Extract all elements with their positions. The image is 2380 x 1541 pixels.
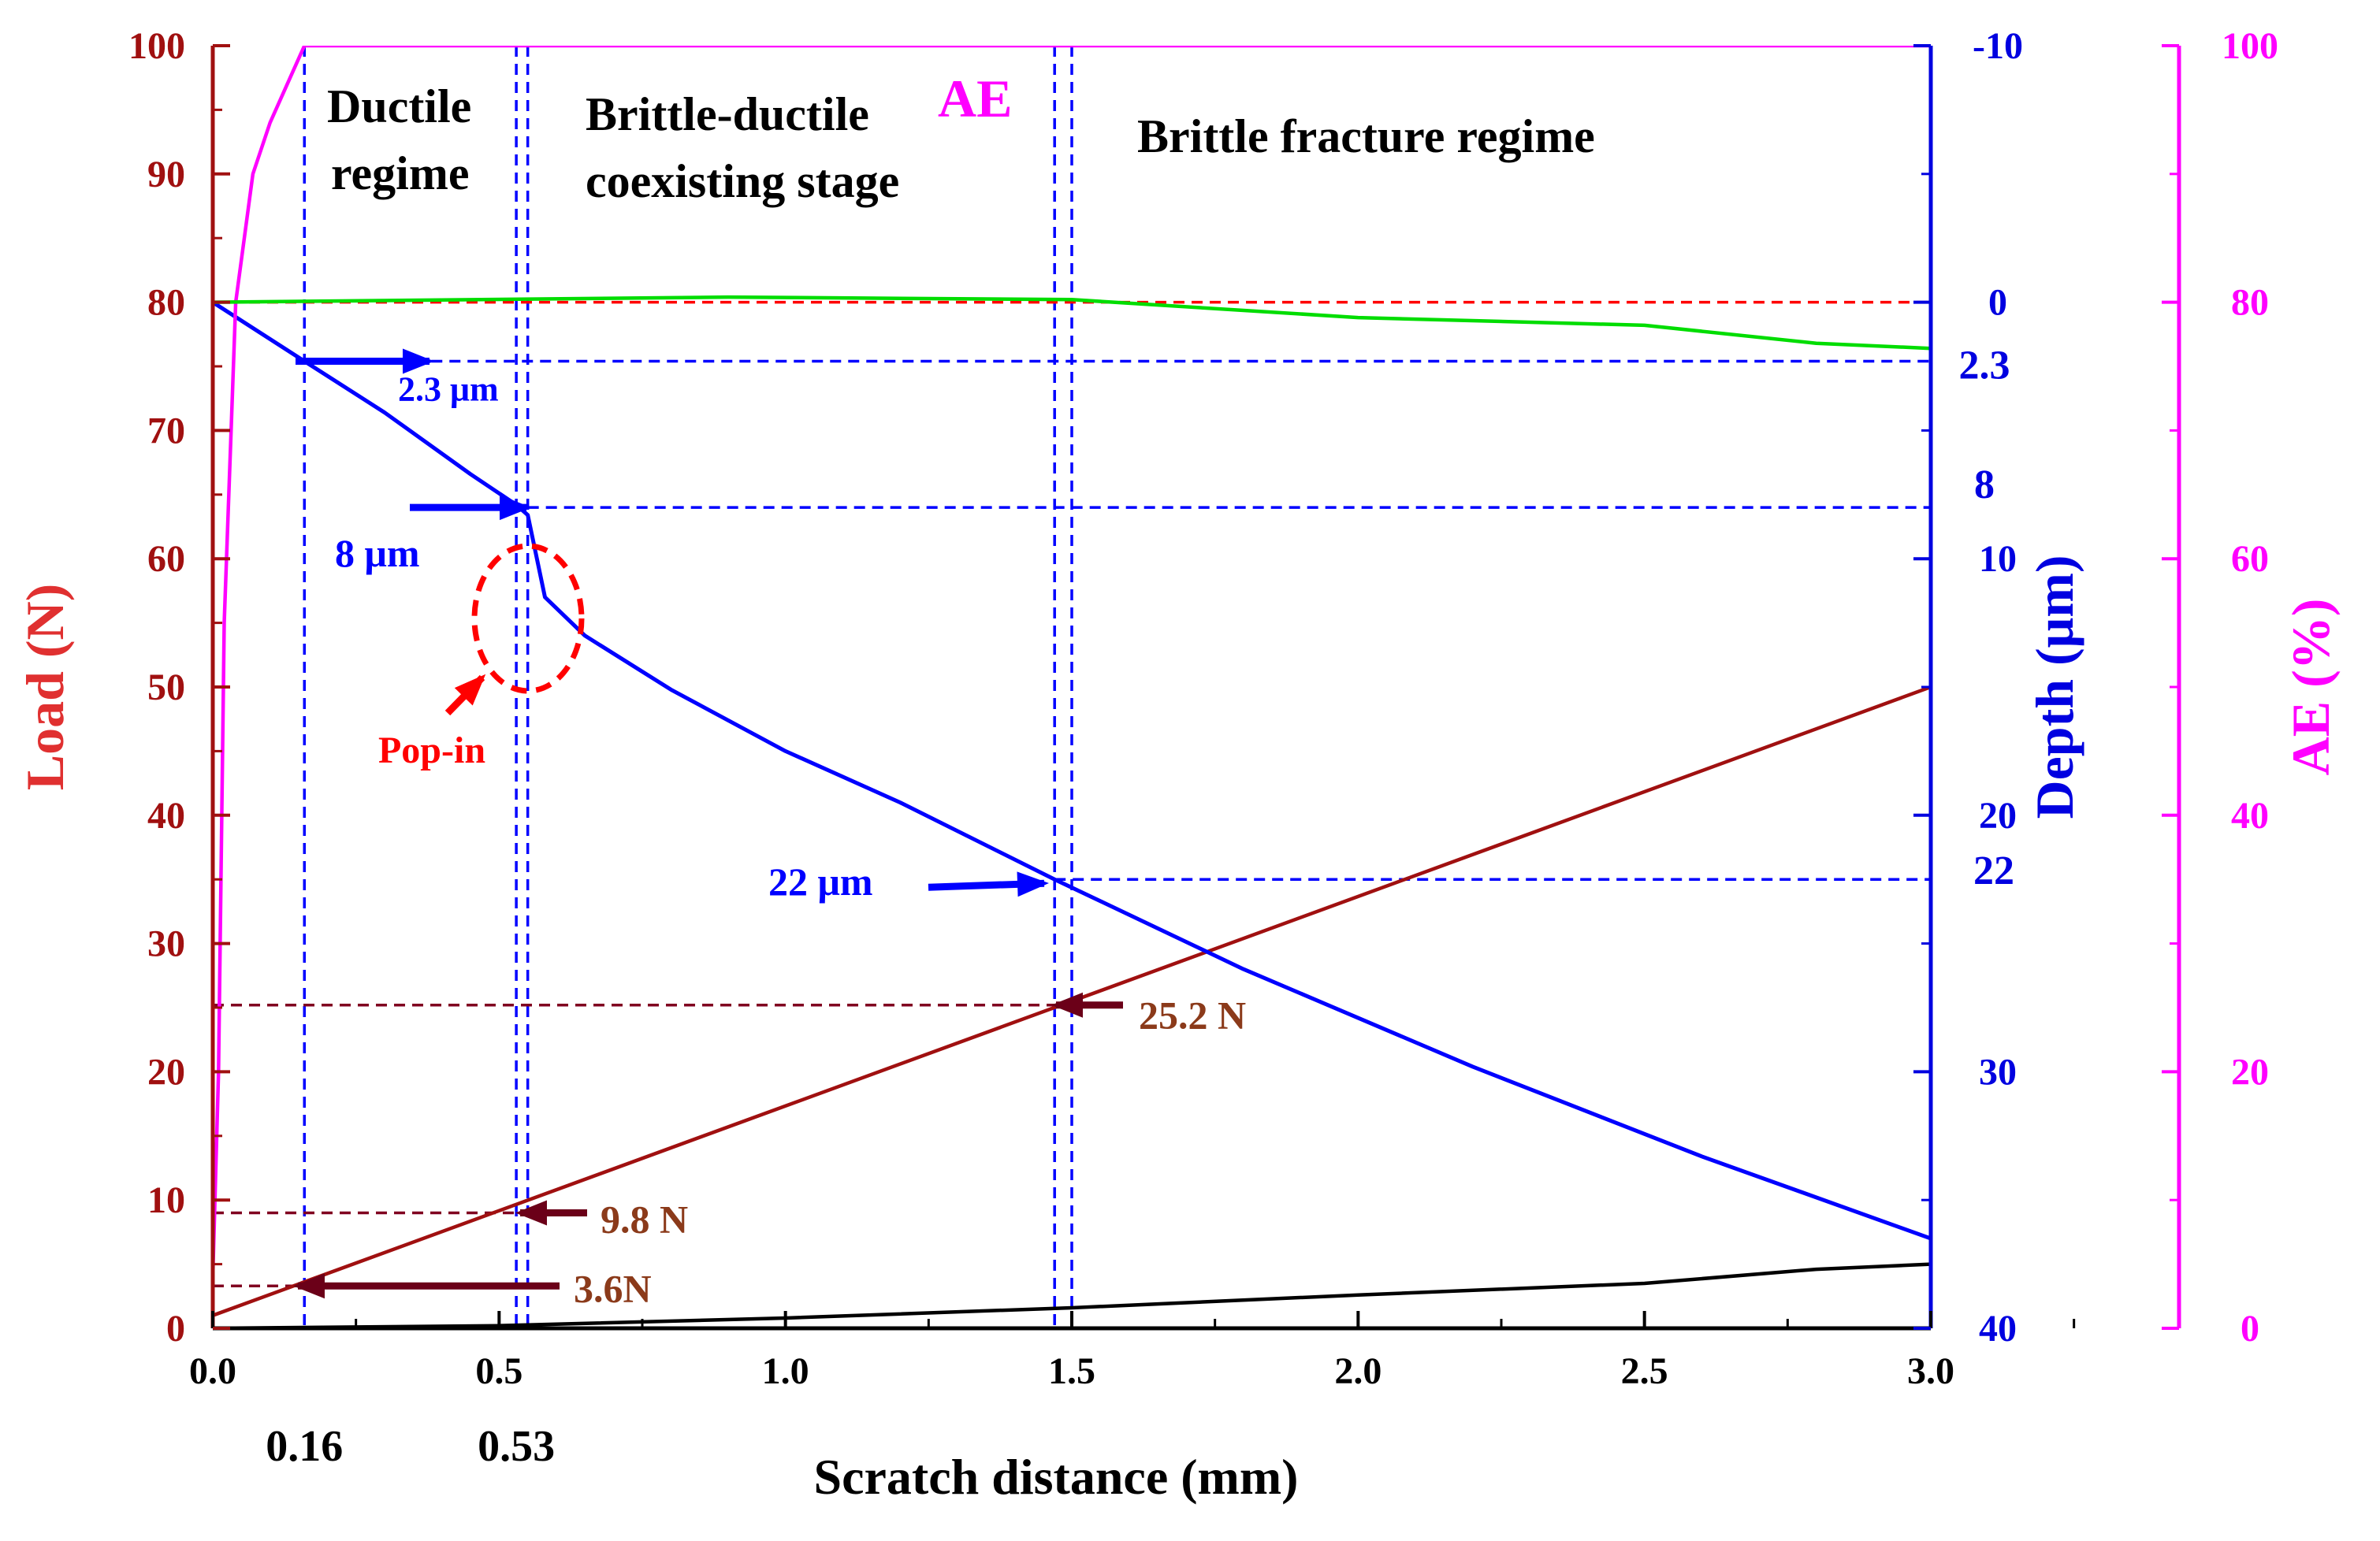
load-tick-label: 10 <box>147 1179 185 1221</box>
ae-tag: AE <box>938 69 1012 128</box>
label-2-3um: 2.3 μm <box>398 369 499 408</box>
label-popin: Pop-in <box>378 730 485 771</box>
region-label-brittle-ductile-2: coexisting stage <box>586 155 899 207</box>
x-tick-label: 2.5 <box>1621 1350 1668 1392</box>
depth-tick-label: -10 <box>1973 25 2023 67</box>
arrow-9-8N-head <box>515 1200 547 1226</box>
ae-tick-label: 20 <box>2231 1051 2269 1093</box>
load-axis-label: Load (N) <box>15 584 75 791</box>
ae-tick-label: 100 <box>2222 25 2278 67</box>
arrow-8um-head <box>500 495 531 521</box>
x-tick-label: 1.0 <box>762 1350 809 1392</box>
region-label-ductile-1: Ductile <box>327 80 471 132</box>
x-tick-label-extra: 0.53 <box>478 1422 555 1471</box>
ae-tick-label: 60 <box>2231 538 2269 580</box>
annotations: Ductile regime Brittle-ductile coexisting s… <box>293 69 1595 1310</box>
label-22um: 22 μm <box>768 860 873 904</box>
label-3-6N: 3.6N <box>574 1266 652 1310</box>
depth-tick-label: 20 <box>1979 795 2017 837</box>
x-axis-label: Scratch distance (mm) <box>814 1449 1299 1505</box>
load-tick-label: 50 <box>147 667 185 708</box>
load-tick-label: 0 <box>166 1308 185 1350</box>
depth-tick-label: 30 <box>1979 1051 2017 1093</box>
x-tick-label: 1.5 <box>1048 1350 1095 1392</box>
region-label-brittle: Brittle fracture regime <box>1137 110 1595 162</box>
depth-tick-label: 40 <box>1979 1308 2017 1350</box>
arrow-2-3um-head <box>403 348 434 374</box>
arrow-22um-head <box>1017 871 1049 897</box>
label-25-2N: 25.2 N <box>1139 993 1246 1038</box>
load-tick-label: 40 <box>147 795 185 837</box>
depth-extra-label: 8 <box>1974 462 1995 507</box>
axes: 0.0 0.5 1.0 1.5 2.0 2.5 3.0 0.16 0.53 Scratch dis… <box>15 25 2341 1505</box>
arrow-popin-head <box>454 674 486 706</box>
depth-axis-label: Depth (μm) <box>2025 555 2084 819</box>
x-tick-label-extra: 0.16 <box>266 1422 343 1471</box>
label-8um: 8 μm <box>335 531 420 575</box>
series-line-3 <box>213 295 1931 351</box>
ae-tick-label: 0 <box>2241 1308 2259 1350</box>
load-tick-label: 80 <box>147 282 185 324</box>
depth-tick-label: 10 <box>1979 538 2017 580</box>
region-label-ductile-2: regime <box>331 147 469 199</box>
ae-tick-label: 40 <box>2231 795 2269 837</box>
ae-axis-label: AE (%) <box>2281 599 2341 776</box>
load-tick-label: 30 <box>147 923 185 965</box>
depth-tick-label: 0 <box>1988 282 2007 324</box>
series-line-1 <box>213 300 1931 1241</box>
label-9-8N: 9.8 N <box>601 1197 688 1241</box>
load-tick-label: 20 <box>147 1051 185 1093</box>
x-tick-label: 3.0 <box>1907 1350 1954 1392</box>
load-tick-label: 100 <box>128 25 185 67</box>
arrow-3-6N-head <box>293 1273 325 1299</box>
load-tick-label: 60 <box>147 538 185 580</box>
series-line-4 <box>213 1262 1931 1328</box>
arrow-25-2N-head <box>1051 992 1083 1018</box>
x-tick-label: 0.5 <box>475 1350 522 1392</box>
popin-ellipse <box>471 543 585 694</box>
load-tick-label: 70 <box>147 410 185 451</box>
depth-extra-label: 22 <box>1973 848 2014 893</box>
ae-tick-label: 80 <box>2231 282 2269 324</box>
x-tick-label: 0.0 <box>189 1350 236 1392</box>
series-line-2 <box>213 46 1931 1277</box>
depth-extra-label: 2.3 <box>1959 343 2010 388</box>
x-tick-label: 2.0 <box>1334 1350 1382 1392</box>
load-tick-label: 90 <box>147 154 185 195</box>
region-label-brittle-ductile-1: Brittle-ductile <box>586 88 869 140</box>
